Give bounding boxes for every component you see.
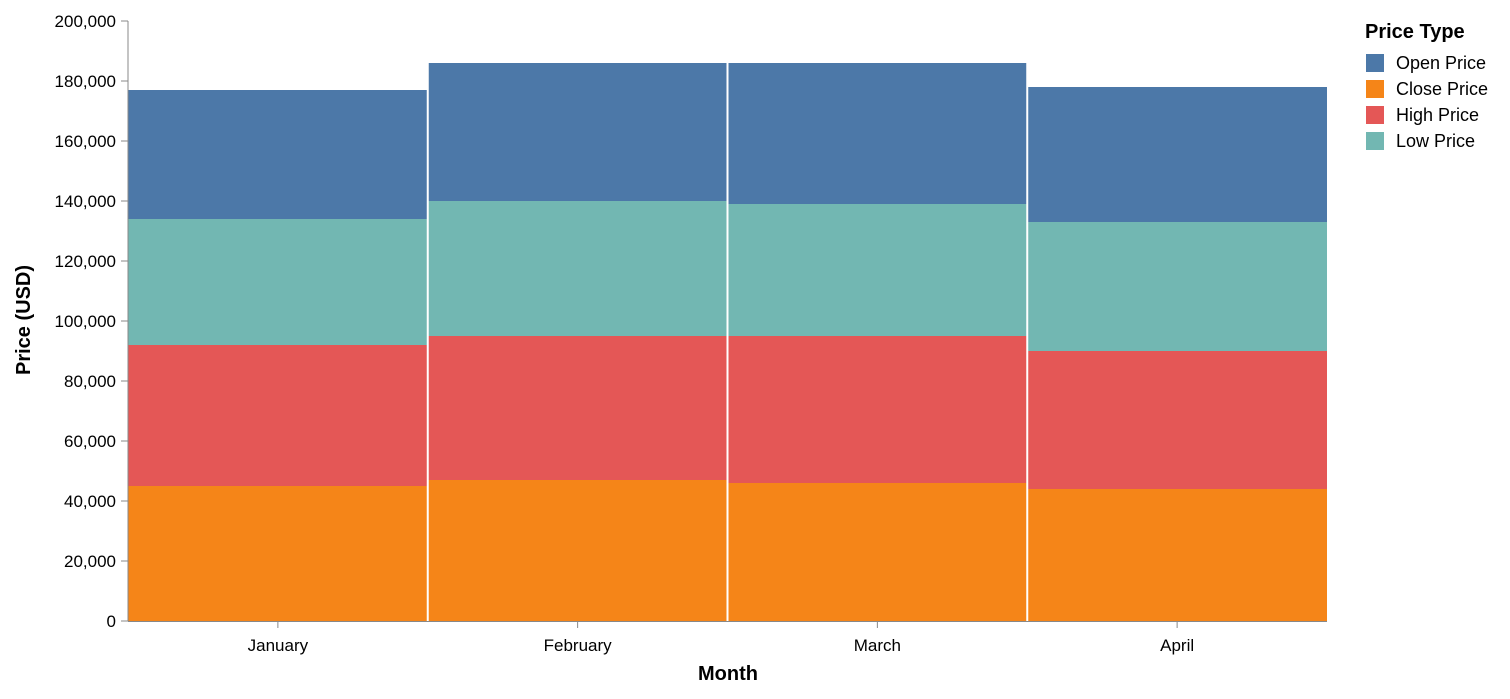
bar-low-price-january xyxy=(128,219,427,345)
legend-item-open-price: Open Price xyxy=(1366,53,1486,73)
bar-close-price-april xyxy=(1028,489,1327,621)
legend-swatch xyxy=(1366,80,1384,98)
x-axis: January February March April xyxy=(128,621,1327,655)
legend-item-close-price: Close Price xyxy=(1366,79,1488,99)
legend-swatch xyxy=(1366,106,1384,124)
y-tick-label: 160,000 xyxy=(55,132,116,151)
legend-item-high-price: High Price xyxy=(1366,105,1479,125)
y-tick-label: 40,000 xyxy=(64,492,116,511)
bar-close-price-february xyxy=(428,480,727,621)
x-tick-label: April xyxy=(1160,636,1194,655)
y-tick-label: 180,000 xyxy=(55,72,116,91)
y-tick-label: 80,000 xyxy=(64,372,116,391)
bar-open-price-march xyxy=(728,63,1027,204)
bar-high-price-february xyxy=(428,336,727,480)
legend-swatch xyxy=(1366,132,1384,150)
legend-items: Open Price Close Price High Price Low Price xyxy=(1366,53,1488,151)
bars-layer xyxy=(128,63,1327,621)
y-tick-label: 140,000 xyxy=(55,192,116,211)
bar-high-price-march xyxy=(728,336,1027,483)
x-tick-label: January xyxy=(248,636,309,655)
legend-item-low-price: Low Price xyxy=(1366,131,1475,151)
y-tick-label: 20,000 xyxy=(64,552,116,571)
y-tick-label: 0 xyxy=(107,612,116,631)
bar-high-price-january xyxy=(128,345,427,486)
legend-swatch xyxy=(1366,54,1384,72)
legend-title: Price Type xyxy=(1365,21,1465,43)
bar-low-price-february xyxy=(428,201,727,336)
x-tick-label: March xyxy=(854,636,901,655)
legend: Price Type Open Price Close Price High Pri… xyxy=(1365,21,1488,151)
legend-label: Open Price xyxy=(1396,53,1486,73)
legend-label: Low Price xyxy=(1396,131,1475,151)
x-axis-title: Month xyxy=(698,663,758,685)
bar-open-price-april xyxy=(1028,87,1327,222)
y-tick-label: 100,000 xyxy=(55,312,116,331)
bar-open-price-february xyxy=(428,63,727,201)
y-axis: 0 20,000 40,000 60,000 80,000 100,000 120,000 1… xyxy=(55,12,129,631)
y-tick-label: 200,000 xyxy=(55,12,116,31)
x-tick-label: February xyxy=(544,636,613,655)
bar-close-price-january xyxy=(128,486,427,621)
bar-high-price-april xyxy=(1028,351,1327,489)
bar-open-price-january xyxy=(128,90,427,219)
bar-low-price-april xyxy=(1028,222,1327,351)
y-tick-label: 120,000 xyxy=(55,252,116,271)
bar-close-price-march xyxy=(728,483,1027,621)
y-tick-label: 60,000 xyxy=(64,432,116,451)
legend-label: High Price xyxy=(1396,105,1479,125)
y-axis-title: Price (USD) xyxy=(13,265,35,375)
legend-label: Close Price xyxy=(1396,79,1488,99)
bar-low-price-march xyxy=(728,204,1027,336)
